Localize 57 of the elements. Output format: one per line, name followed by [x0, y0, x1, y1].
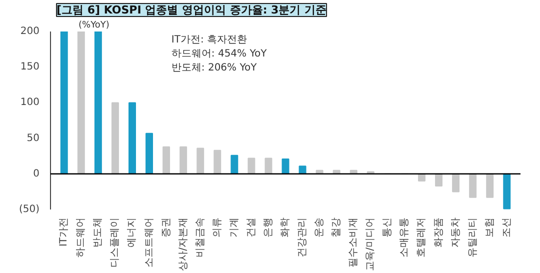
x-tick-label: 교육/미디어	[365, 217, 376, 271]
x-tick-label: 유틸리티	[467, 218, 478, 258]
y-tick-label: 150	[20, 62, 40, 73]
x-tick-label: 철강	[331, 218, 342, 238]
x-tick-label: 화장품	[433, 218, 444, 248]
bar	[196, 148, 204, 174]
bar	[435, 173, 442, 187]
x-tick-label: 하드웨어	[76, 218, 87, 258]
y-tick-label: 200	[20, 26, 40, 37]
bar	[503, 173, 511, 210]
bar	[264, 158, 272, 174]
bar	[469, 173, 477, 198]
bar	[214, 150, 222, 174]
x-tick-label: 반도체	[92, 218, 104, 248]
x-tick-label: 건설	[246, 218, 257, 238]
x-tick-label: 화학	[280, 218, 291, 238]
x-tick-label: 디스플레이	[110, 218, 121, 268]
x-tick-label: 운송	[314, 218, 326, 238]
bar	[486, 173, 494, 198]
chart-title: [그림 6] KOSPI 업종별 영업이익 증가율: 3분기 기준	[56, 4, 327, 16]
bar	[452, 173, 460, 192]
x-tick-label: 상사/자본재	[178, 217, 189, 271]
bar	[248, 158, 256, 174]
x-tick-label: IT가전	[58, 217, 70, 247]
x-tick-label: 증권	[160, 218, 172, 238]
y-axis-title: (%YoY)	[78, 20, 110, 30]
annotation: 하드웨어: 454% YoY	[171, 48, 268, 60]
x-tick-label: 필수소비재	[348, 218, 360, 268]
x-tick-label: 소매유통	[399, 218, 410, 258]
x-tick-label: 통신	[382, 218, 394, 238]
x-tick-label: 조선	[501, 218, 512, 238]
x-tick-label: 호텔레저	[416, 218, 428, 258]
bar	[146, 132, 154, 174]
x-tick-label: 은행	[262, 218, 274, 238]
bar	[60, 32, 68, 174]
y-tick-label: (50)	[18, 204, 40, 215]
x-tick-label: 비철금속	[194, 218, 206, 258]
x-tick-label: 에너지	[126, 218, 138, 248]
bar	[94, 32, 102, 174]
bar	[230, 154, 238, 174]
bar	[162, 146, 170, 174]
bar	[128, 102, 136, 174]
bar	[111, 102, 119, 174]
x-tick-label: 보험	[484, 218, 496, 238]
y-tick-label: 50	[26, 132, 40, 144]
bar	[298, 166, 306, 174]
bar	[77, 32, 85, 174]
bar	[180, 146, 188, 174]
x-tick-label: 의류	[212, 218, 223, 238]
y-tick-label: 0	[33, 168, 40, 180]
x-tick-label: 건강관리	[297, 218, 308, 258]
x-tick-label: 소프트웨어	[144, 218, 155, 268]
y-tick-label: 100	[20, 97, 40, 108]
x-tick-label: 기계	[228, 218, 240, 238]
annotation: 반도체: 206% YoY	[171, 62, 258, 74]
annotation: IT가전: 흑자전환	[171, 34, 248, 46]
x-tick-label: 자동차	[450, 218, 462, 248]
